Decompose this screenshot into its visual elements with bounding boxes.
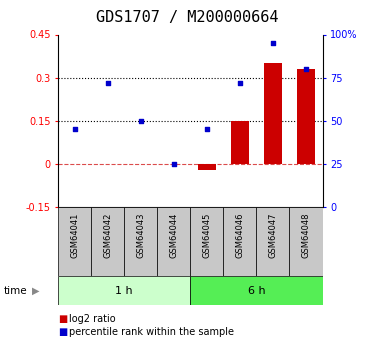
Point bbox=[171, 161, 177, 167]
Text: GSM64048: GSM64048 bbox=[302, 213, 310, 258]
Text: ▶: ▶ bbox=[32, 286, 39, 296]
Text: time: time bbox=[4, 286, 27, 296]
Bar bbox=[91, 207, 124, 276]
Text: GSM64041: GSM64041 bbox=[70, 213, 79, 258]
Text: percentile rank within the sample: percentile rank within the sample bbox=[69, 327, 234, 337]
Text: GSM64046: GSM64046 bbox=[236, 213, 244, 258]
Bar bbox=[190, 276, 322, 305]
Point bbox=[105, 80, 111, 86]
Bar bbox=[58, 276, 190, 305]
Point bbox=[237, 80, 243, 86]
Bar bbox=[198, 164, 216, 170]
Bar bbox=[297, 69, 315, 164]
Text: GSM64047: GSM64047 bbox=[268, 213, 278, 258]
Bar bbox=[256, 207, 290, 276]
Bar bbox=[224, 207, 256, 276]
Point bbox=[138, 118, 144, 124]
Bar bbox=[157, 207, 190, 276]
Text: ■: ■ bbox=[58, 314, 68, 324]
Text: ■: ■ bbox=[58, 327, 68, 337]
Point bbox=[270, 40, 276, 46]
Text: 1 h: 1 h bbox=[116, 286, 133, 296]
Bar bbox=[264, 63, 282, 164]
Text: GSM64045: GSM64045 bbox=[202, 213, 211, 258]
Bar bbox=[58, 207, 91, 276]
Bar bbox=[290, 207, 322, 276]
Text: GSM64044: GSM64044 bbox=[169, 213, 178, 258]
Point bbox=[303, 66, 309, 72]
Text: log2 ratio: log2 ratio bbox=[69, 314, 116, 324]
Bar bbox=[124, 207, 157, 276]
Point bbox=[72, 127, 78, 132]
Text: GSM64042: GSM64042 bbox=[103, 213, 112, 258]
Text: GDS1707 / M200000664: GDS1707 / M200000664 bbox=[96, 10, 279, 25]
Text: 6 h: 6 h bbox=[248, 286, 265, 296]
Bar bbox=[190, 207, 224, 276]
Text: GSM64043: GSM64043 bbox=[136, 213, 145, 258]
Point bbox=[204, 127, 210, 132]
Bar bbox=[231, 121, 249, 164]
